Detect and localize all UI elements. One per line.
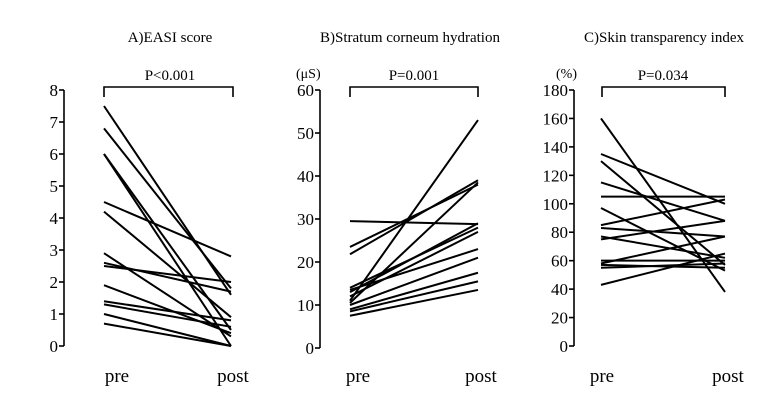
subject-line — [103, 303, 232, 328]
subject-line — [103, 322, 232, 347]
subject-line — [349, 222, 479, 293]
y-tick-label: 10 — [297, 296, 314, 315]
y-tick-label: 1 — [50, 305, 59, 324]
y-tick-label: 50 — [297, 124, 314, 143]
y-tick-label: 6 — [50, 145, 59, 164]
x-category-pre: pre — [346, 366, 370, 387]
x-category-pre: pre — [105, 366, 129, 387]
p-value-label: P<0.001 — [145, 68, 196, 84]
subject-line — [349, 280, 479, 313]
y-tick-label: 20 — [551, 309, 568, 328]
significance-bracket — [601, 86, 726, 97]
subject-line — [600, 235, 726, 265]
y-tick-label: 60 — [551, 252, 568, 271]
y-tick-label: 3 — [50, 241, 59, 260]
subject-line — [600, 181, 726, 222]
y-tick-label: 140 — [543, 138, 569, 157]
panel-skin-transparency-index: C)Skin transparency index (%) P=0.034 0 2… — [543, 30, 745, 387]
subject-line — [349, 271, 479, 311]
panel-easi-score: A)EASI score P<0.001 0 1 2 3 4 5 6 7 8 pre post — [50, 30, 250, 387]
subject-line — [349, 231, 479, 298]
subject-line — [349, 256, 479, 306]
y-tick-label: 2 — [50, 273, 59, 292]
x-category-post: post — [712, 366, 744, 387]
subject-line — [600, 117, 726, 293]
subject-line — [349, 183, 479, 248]
subject-line — [349, 220, 479, 226]
subject-line — [600, 153, 726, 205]
x-category-post: post — [465, 366, 497, 387]
y-tick-label: 5 — [50, 177, 59, 196]
series-lines — [103, 105, 232, 347]
x-category-post: post — [217, 366, 249, 387]
subject-line — [103, 265, 232, 283]
subject-line — [103, 201, 232, 258]
chart-title: B)Stratum corneum hydration — [320, 30, 500, 46]
y-unit-label: (μS) — [296, 67, 321, 82]
y-tick-label: 8 — [50, 81, 59, 100]
subject-line — [103, 210, 232, 318]
y-tick-labels: 0 1 2 3 4 5 6 7 8 — [50, 81, 64, 356]
y-tick-label: 0 — [50, 337, 59, 356]
y-tick-label: 7 — [50, 113, 59, 132]
y-tick-label: 120 — [543, 166, 569, 185]
subject-line — [103, 300, 232, 322]
y-unit-label: (%) — [556, 67, 577, 82]
subject-line — [600, 235, 726, 259]
subject-line — [103, 313, 232, 347]
subject-line — [600, 252, 726, 286]
y-tick-label: 180 — [543, 81, 569, 100]
subject-line — [103, 127, 232, 290]
subject-line — [103, 261, 232, 293]
x-category-pre: pre — [590, 366, 614, 387]
subject-line — [600, 226, 726, 238]
subject-line — [103, 284, 232, 335]
chart-title: A)EASI score — [128, 30, 213, 46]
subject-line — [349, 288, 479, 317]
subject-line — [349, 119, 479, 302]
y-tick-label: 30 — [297, 210, 314, 229]
y-tick-label: 0 — [560, 337, 569, 356]
y-tick-label: 60 — [297, 81, 314, 100]
p-value-label: P=0.001 — [389, 68, 440, 84]
y-tick-label: 40 — [551, 280, 568, 299]
y-tick-label: 100 — [543, 195, 569, 214]
y-tick-label: 20 — [297, 253, 314, 272]
significance-bracket — [103, 86, 234, 97]
y-tick-labels: 0 20 40 60 80 100 120 140 160 180 — [543, 81, 574, 356]
y-tick-label: 4 — [50, 209, 59, 228]
subject-line — [600, 198, 726, 227]
chart-title: C)Skin transparency index — [584, 30, 744, 46]
y-tick-labels: 0 10 20 30 40 50 60 — [297, 81, 320, 358]
series-lines — [600, 117, 726, 293]
p-value-label: P=0.034 — [638, 68, 689, 84]
subject-line — [600, 219, 726, 241]
subject-line — [349, 179, 479, 256]
panel-stratum-corneum-hydration: B)Stratum corneum hydration (μS) P=0.001… — [296, 30, 500, 387]
y-tick-label: 0 — [306, 339, 315, 358]
significance-bracket — [349, 86, 479, 97]
subject-line — [103, 153, 232, 347]
series-lines — [349, 119, 479, 317]
y-tick-label: 160 — [543, 109, 569, 128]
y-tick-label: 80 — [551, 223, 568, 242]
y-tick-label: 40 — [297, 167, 314, 186]
subject-line — [349, 181, 479, 304]
subject-line — [600, 262, 726, 269]
